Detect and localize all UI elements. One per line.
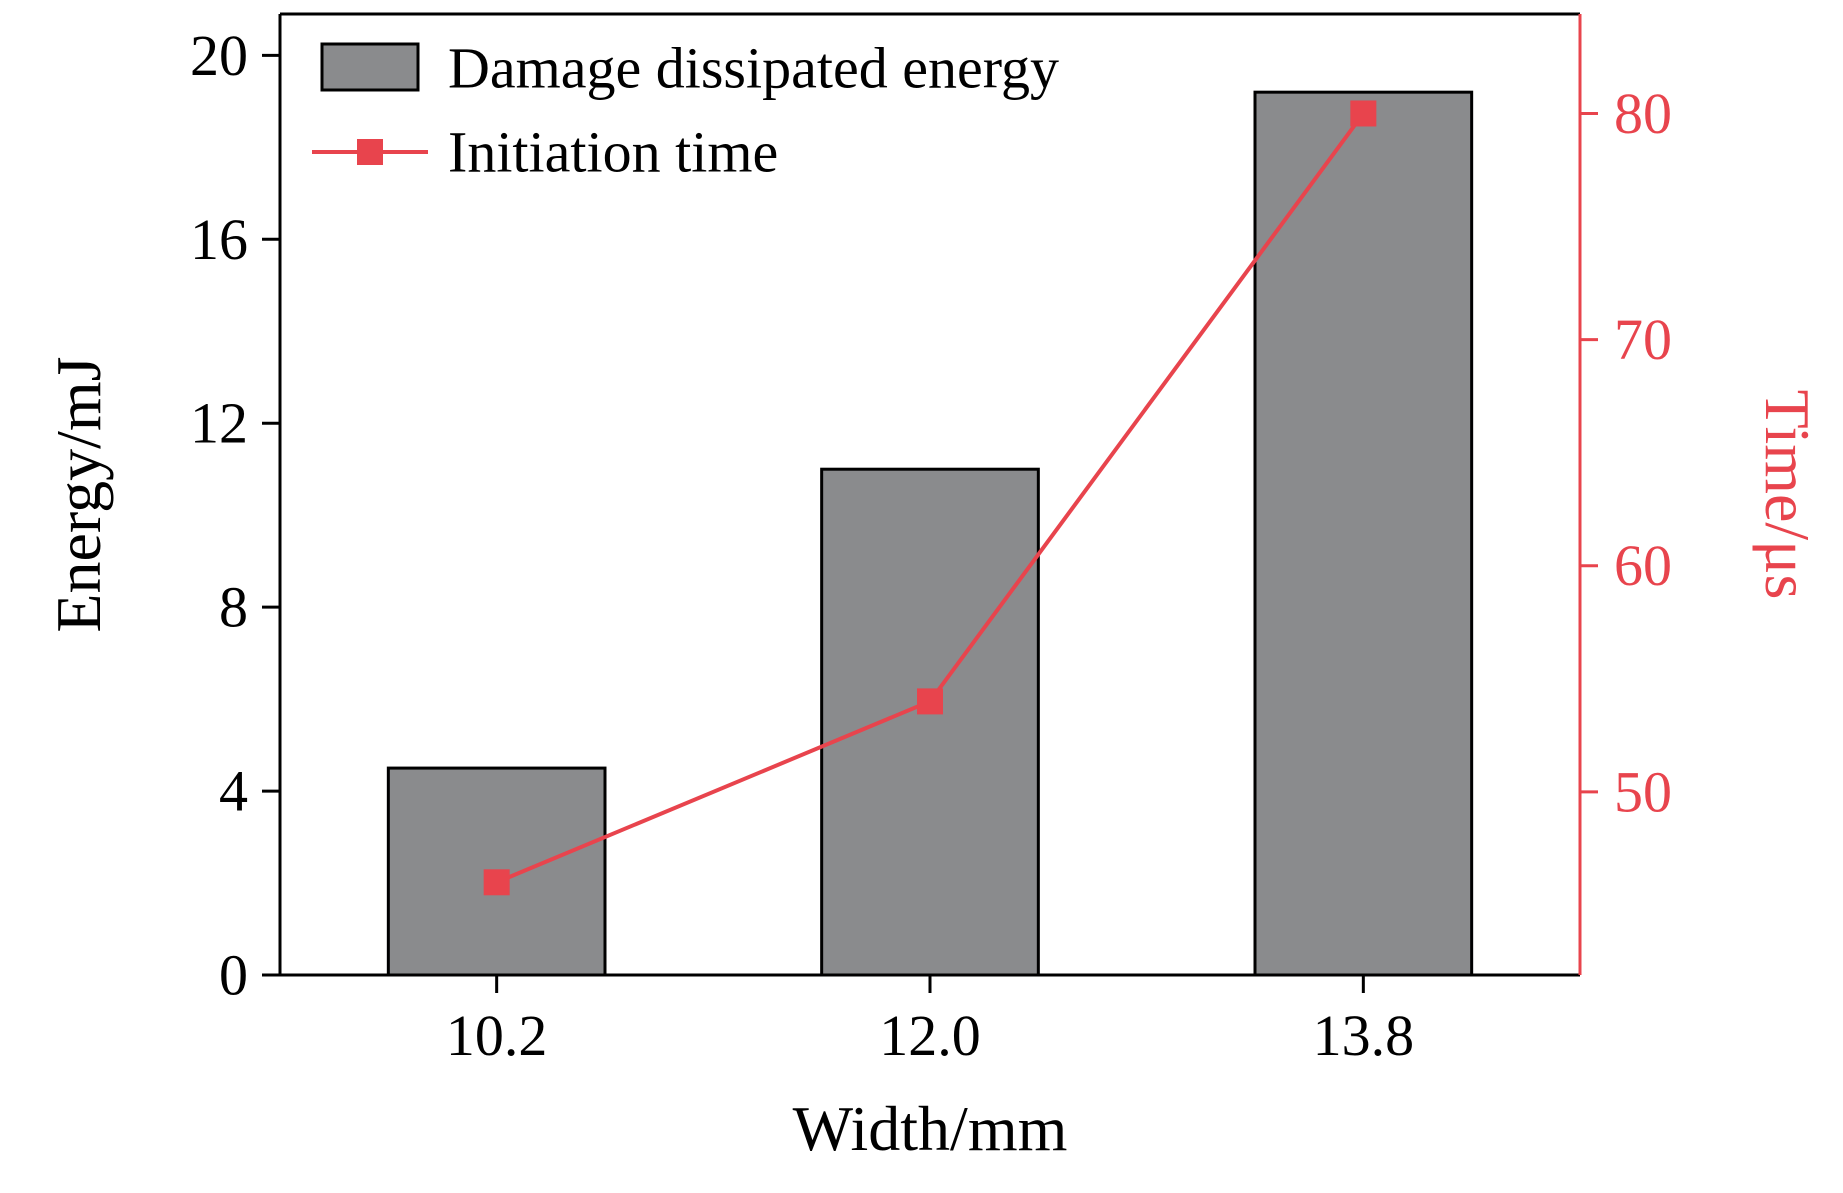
legend-bar-swatch (320, 42, 420, 92)
legend: Damage dissipated energy Initiation time (312, 36, 1059, 185)
left-axis-tick-label: 12 (190, 391, 248, 456)
legend-label-damage-energy: Damage dissipated energy (448, 36, 1059, 101)
left-axis-tick-label: 8 (219, 575, 248, 640)
right-axis-tick-label: 70 (1614, 307, 1672, 372)
x-axis-tick-label: 10.2 (446, 1003, 548, 1068)
energy-bar-12.0 (820, 467, 1040, 977)
legend-square-marker (357, 139, 383, 165)
right-axis-tick-label: 80 (1614, 81, 1672, 146)
initiation-time-marker-10.2 (483, 869, 510, 896)
x-axis-title: Width/mm (793, 1093, 1068, 1164)
left-axis-tick-label: 16 (190, 207, 248, 272)
initiation-time-marker-13.8 (1350, 100, 1377, 127)
x-axis-tick-label: 12.0 (879, 1003, 981, 1068)
legend-label-initiation-time: Initiation time (448, 120, 778, 185)
right-axis-tick-label: 60 (1614, 533, 1672, 598)
energy-bar-13.8 (1253, 90, 1474, 977)
left-axis-tick-label: 0 (219, 943, 248, 1008)
x-axis-tick-label: 13.8 (1313, 1003, 1415, 1068)
right-axis-title: Time/μs (1752, 390, 1823, 600)
initiation-time-marker-12.0 (917, 688, 943, 715)
left-axis-tick-label: 20 (190, 23, 248, 88)
right-axis-tick-label: 50 (1614, 759, 1672, 824)
left-axis-title: Energy/mJ (43, 356, 114, 632)
left-axis-tick-label: 4 (219, 759, 248, 824)
